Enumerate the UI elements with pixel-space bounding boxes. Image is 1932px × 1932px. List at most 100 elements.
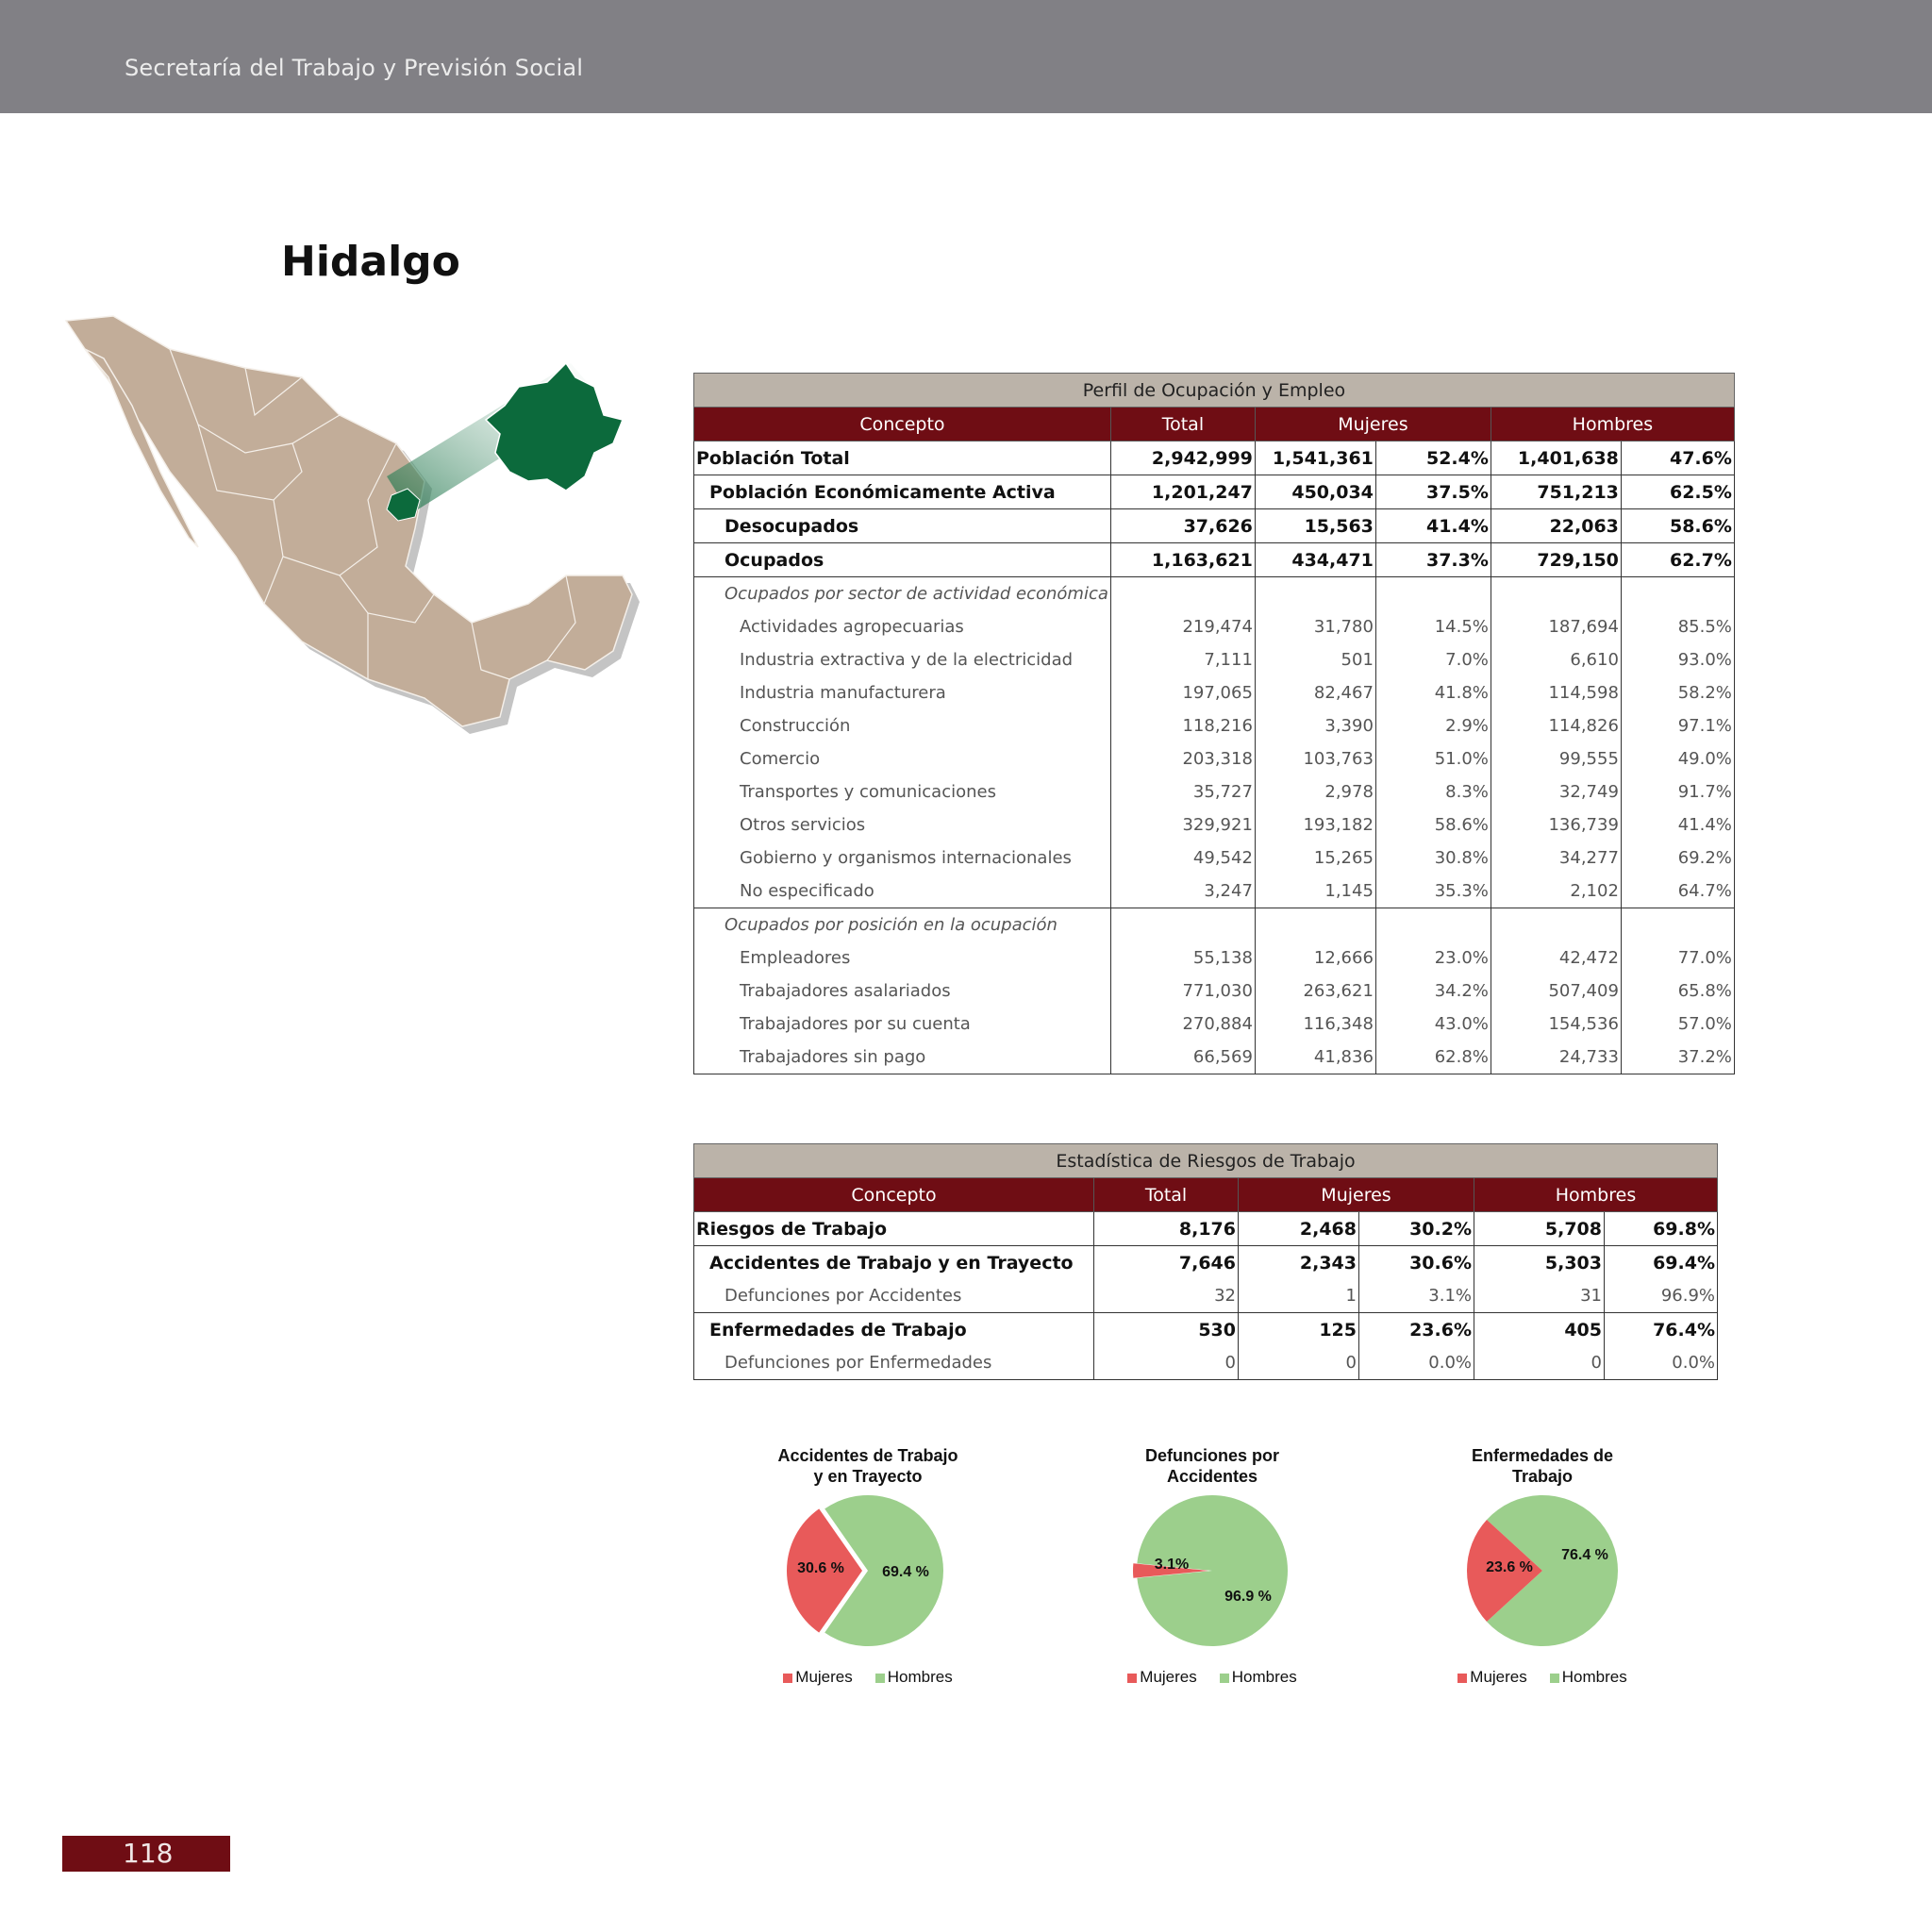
cell-hom-pct: 0.0% [1604, 1346, 1718, 1380]
cell-hom: 5,303 [1474, 1245, 1605, 1279]
legend-item: Mujeres [1127, 1668, 1197, 1687]
table-row: Accidentes de Trabajo y en Trayecto 7,646… [693, 1245, 1718, 1279]
row-label: Desocupados [693, 508, 1111, 543]
cell-total: 0 [1093, 1346, 1239, 1380]
cell-hom [1491, 576, 1622, 610]
cell-hom-pct: 62.5% [1621, 475, 1735, 509]
cell-hom: 507,409 [1491, 974, 1622, 1008]
cell-muj: 125 [1238, 1312, 1359, 1346]
pie-slice-mujeres [786, 1508, 862, 1633]
cell-muj: 12,666 [1255, 941, 1376, 974]
header-total: Total [1109, 407, 1256, 441]
row-label: Construcción [693, 709, 1111, 742]
cell-hom: 31 [1474, 1279, 1605, 1313]
cell-muj-pct: 51.0% [1375, 742, 1491, 775]
cell-hom-pct: 91.7% [1621, 775, 1735, 808]
cell-total: 7,646 [1093, 1245, 1239, 1279]
header-concepto: Concepto [693, 1177, 1094, 1212]
table-row: Comercio 203,318 103,763 51.0% 99,555 49.0% [693, 742, 1735, 775]
cell-hom-pct: 58.2% [1621, 676, 1735, 709]
cell-hom-pct: 85.5% [1621, 610, 1735, 643]
cell-total: 32 [1093, 1279, 1239, 1313]
row-label: Trabajadores asalariados [693, 974, 1111, 1008]
cell-total: 1,163,621 [1110, 542, 1256, 577]
legend-item: Mujeres [1457, 1668, 1527, 1687]
pie-data-label: 96.9 % [1224, 1589, 1272, 1605]
cell-hom: 405 [1474, 1312, 1605, 1346]
table-row: Trabajadores sin pago 66,569 41,836 62.8% 24… [693, 1041, 1735, 1074]
table-row: Ocupados por sector de actividad económi… [693, 576, 1735, 610]
cell-hom-pct: 41.4% [1621, 808, 1735, 841]
cell-hom-pct: 69.8% [1604, 1211, 1718, 1246]
row-label: No especificado [693, 874, 1111, 908]
page-number: 118 [62, 1836, 230, 1872]
cell-muj: 193,182 [1255, 808, 1376, 841]
cell-muj: 116,348 [1255, 1008, 1376, 1041]
cell-muj: 501 [1255, 643, 1376, 676]
table-caption: Perfil de Ocupación y Empleo [693, 373, 1735, 408]
cell-hom [1491, 908, 1622, 941]
cell-total: 197,065 [1110, 676, 1256, 709]
cell-muj-pct: 8.3% [1375, 775, 1491, 808]
pie-legend: Mujeres Hombres [755, 1668, 981, 1687]
cell-hom-pct: 58.6% [1621, 508, 1735, 543]
cell-hom: 34,277 [1491, 841, 1622, 874]
legend-label: Mujeres [1140, 1668, 1197, 1686]
table-row: Defunciones por Enfermedades 0 0 0.0% 0 0.0% [693, 1346, 1718, 1380]
cell-muj-pct: 41.8% [1375, 676, 1491, 709]
pie-data-label: 69.4 % [882, 1564, 929, 1580]
pie-slice-hombres [1137, 1495, 1289, 1646]
cell-muj-pct: 37.5% [1375, 475, 1491, 509]
cell-total: 118,216 [1110, 709, 1256, 742]
pie-title-line: Trabajo [1511, 1467, 1574, 1486]
cell-muj: 15,563 [1255, 508, 1376, 543]
cell-muj-pct: 41.4% [1375, 508, 1491, 543]
cell-total: 49,542 [1110, 841, 1256, 874]
legend-item: Hombres [1219, 1668, 1297, 1687]
header-concepto: Concepto [693, 407, 1111, 441]
cell-total: 530 [1093, 1312, 1239, 1346]
pie-plot: 30.6 % 69.4 % [786, 1495, 943, 1646]
pie-plot: 23.6 % 76.4 % [1466, 1495, 1618, 1646]
pie-legend: Mujeres Hombres [1099, 1668, 1325, 1687]
cell-total: 7,111 [1110, 643, 1256, 676]
cell-hom: 99,555 [1491, 742, 1622, 775]
cell-hom: 24,733 [1491, 1041, 1622, 1074]
cell-hom-pct: 62.7% [1621, 542, 1735, 577]
cell-hom: 22,063 [1491, 508, 1622, 543]
pie-data-label: 3.1% [1155, 1557, 1189, 1573]
table-row: Población Total 2,942,999 1,541,361 52.4% 1,… [693, 441, 1735, 475]
cell-total: 35,727 [1110, 775, 1256, 808]
cell-muj: 434,471 [1255, 542, 1376, 577]
cell-hom: 114,598 [1491, 676, 1622, 709]
cell-muj: 1 [1238, 1279, 1359, 1313]
cell-hom-pct: 65.8% [1621, 974, 1735, 1008]
row-label: Transportes y comunicaciones [693, 775, 1111, 808]
cell-hom: 114,826 [1491, 709, 1622, 742]
table-row: Industria extractiva y de la electricida… [693, 643, 1735, 676]
cell-hom: 136,739 [1491, 808, 1622, 841]
cell-total: 219,474 [1110, 610, 1256, 643]
mexico-shape [64, 315, 633, 727]
cell-hom-pct: 97.1% [1621, 709, 1735, 742]
row-label: Riesgos de Trabajo [693, 1211, 1094, 1246]
cell-muj-pct: 30.8% [1375, 841, 1491, 874]
row-label: Gobierno y organismos internacionales [693, 841, 1111, 874]
cell-muj: 103,763 [1255, 742, 1376, 775]
row-label: Accidentes de Trabajo y en Trayecto [693, 1245, 1094, 1279]
cell-hom-pct: 57.0% [1621, 1008, 1735, 1041]
table-row: Empleadores 55,138 12,666 23.0% 42,472 77.0% [693, 941, 1735, 974]
row-label: Actividades agropecuarias [693, 610, 1111, 643]
cell-muj: 31,780 [1255, 610, 1376, 643]
table-row: Enfermedades de Trabajo 530 125 23.6% 405 76.… [693, 1312, 1718, 1346]
cell-total [1110, 576, 1256, 610]
cell-muj: 0 [1238, 1346, 1359, 1380]
row-label: Defunciones por Enfermedades [693, 1346, 1094, 1380]
cell-muj [1255, 908, 1376, 941]
row-label: Empleadores [693, 941, 1111, 974]
table-row: Trabajadores por su cuenta 270,884 116,348… [693, 1008, 1735, 1041]
legend-label: Hombres [1561, 1668, 1627, 1686]
cell-muj-pct: 14.5% [1375, 610, 1491, 643]
header-hombres: Hombres [1474, 1177, 1718, 1212]
table-row: Trabajadores asalariados 771,030 263,621 34… [693, 974, 1735, 1008]
